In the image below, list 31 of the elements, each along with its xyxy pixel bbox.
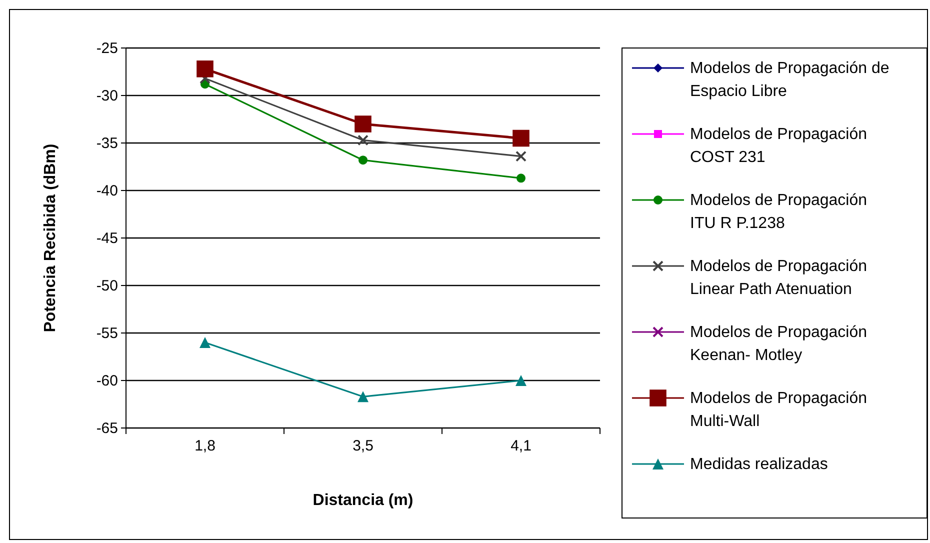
y-tick-label: -60 [96,372,118,390]
legend-label: Modelos de Propagación Multi-Wall [690,390,868,430]
x-tick-label: 3,5 [352,438,374,454]
y-tick-label: -40 [96,182,118,200]
legend-label: Modelos de Propagación ITU R P.1238 [690,192,868,232]
point [354,116,372,132]
point [358,391,368,402]
legend-label: Modelos de Propagación Keenan- Motley [690,324,868,364]
point [200,337,210,348]
point [512,130,530,147]
y-tick-label: -55 [96,324,118,342]
point [516,150,526,162]
legend-label: Modelos de Propagación Linear Path Atenuation [690,258,868,298]
legend-label: Modelos de Propagación COST 231 [690,126,868,166]
point [196,60,214,78]
y-tick-label: -35 [96,134,118,152]
point [358,134,368,146]
y-tick-label: -50 [96,277,118,294]
y-tick-label: -65 [96,420,118,437]
x-tick-label: 4,1 [510,438,532,454]
y-tick-label: -30 [96,87,118,104]
x-tick-label: 1,8 [194,438,216,454]
y-axis-title: Potencia Recibida (dBm) [42,144,59,332]
legend-label: Modelos de Propagación de Espacio Libre [690,60,890,100]
point [358,156,368,165]
y-tick-label: -45 [96,230,118,247]
legend-label: Medidas realizadas [690,456,828,473]
point [516,174,526,183]
y-tick-label: -25 [96,40,118,57]
x-axis-title: Distancia (m) [312,492,414,509]
point [516,375,526,386]
